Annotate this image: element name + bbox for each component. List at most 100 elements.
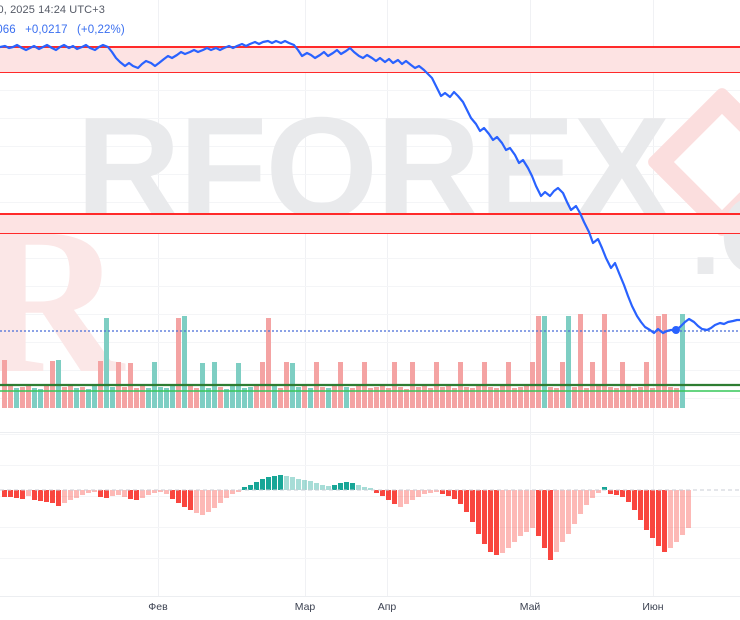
volume-bar bbox=[572, 387, 577, 408]
volume-bar bbox=[416, 387, 421, 408]
x-axis[interactable]: Фев Мар Апр Май Июн bbox=[0, 596, 740, 620]
volume-bar bbox=[146, 388, 151, 408]
macd-bar bbox=[38, 490, 43, 501]
price-end-marker[interactable] bbox=[672, 326, 680, 334]
macd-bar bbox=[212, 490, 217, 508]
macd-bar bbox=[20, 490, 25, 499]
macd-bar bbox=[194, 490, 199, 513]
macd-bar bbox=[578, 490, 583, 514]
volume-bar bbox=[188, 386, 193, 408]
macd-bar bbox=[254, 482, 259, 490]
macd-bar bbox=[278, 475, 283, 490]
volume-bar bbox=[536, 316, 541, 408]
macd-bar bbox=[230, 490, 235, 494]
macd-bar bbox=[506, 490, 511, 548]
volume-bar bbox=[320, 387, 325, 408]
volume-bar bbox=[110, 387, 115, 408]
resistance-zone-lower-upper-edge bbox=[0, 213, 740, 215]
macd-bar bbox=[434, 490, 439, 492]
macd-bar bbox=[92, 490, 97, 492]
x-axis-tick-Мар: Мар bbox=[294, 601, 316, 613]
horizontal-gridline-4 bbox=[0, 174, 740, 175]
macd-bar bbox=[416, 490, 421, 497]
macd-bar bbox=[554, 490, 559, 552]
horizontal-gridline-17 bbox=[0, 558, 740, 559]
volume-bar bbox=[404, 389, 409, 408]
macd-bar bbox=[224, 490, 229, 498]
macd-bar bbox=[344, 482, 349, 490]
change-absolute-value: +0,0217 bbox=[25, 24, 68, 36]
macd-bar bbox=[296, 479, 301, 490]
macd-bar bbox=[308, 481, 313, 490]
macd-bar bbox=[524, 490, 529, 532]
x-axis-tick-Июн: Июн bbox=[642, 601, 664, 613]
volume-bar bbox=[512, 388, 517, 408]
volume-bar bbox=[266, 318, 271, 408]
volume-bar bbox=[194, 388, 199, 408]
volume-bar bbox=[92, 386, 97, 408]
volume-bar bbox=[20, 387, 25, 408]
macd-bar bbox=[518, 490, 523, 536]
macd-bar bbox=[488, 490, 493, 552]
macd-bar bbox=[362, 487, 367, 490]
horizontal-gridline-5 bbox=[0, 202, 740, 203]
macd-bar bbox=[290, 477, 295, 490]
resistance-zone-upper-lower-edge bbox=[0, 71, 740, 73]
macd-bar bbox=[284, 476, 289, 490]
macd-bar bbox=[410, 490, 415, 500]
macd-bar bbox=[332, 485, 337, 490]
x-axis-tick-Фев: Фев bbox=[148, 601, 168, 613]
macd-bar bbox=[140, 490, 145, 498]
horizontal-gridline-10 bbox=[0, 342, 740, 343]
macd-bar bbox=[404, 490, 409, 504]
horizontal-gridline-1 bbox=[0, 90, 740, 91]
macd-bar bbox=[218, 490, 223, 503]
macd-bar bbox=[620, 490, 625, 497]
volume-bar bbox=[602, 314, 607, 408]
horizontal-gridline-14 bbox=[0, 465, 740, 466]
macd-bar bbox=[86, 490, 91, 493]
volume-bar bbox=[182, 316, 187, 408]
macd-bar bbox=[56, 490, 61, 506]
volume-bar bbox=[356, 386, 361, 408]
macd-bar bbox=[674, 490, 679, 542]
macd-bar bbox=[74, 490, 79, 498]
resistance-zone-upper[interactable] bbox=[0, 46, 740, 73]
macd-bar bbox=[680, 490, 685, 535]
macd-bar bbox=[638, 490, 643, 520]
macd-bar bbox=[326, 486, 331, 490]
macd-bar bbox=[368, 488, 373, 490]
macd-bar bbox=[152, 490, 157, 493]
volume-bar bbox=[218, 387, 223, 408]
volume-bar bbox=[164, 388, 169, 408]
resistance-zone-lower[interactable] bbox=[0, 213, 740, 234]
volume-bar bbox=[302, 386, 307, 408]
macd-bar bbox=[170, 490, 175, 499]
volume-bar bbox=[656, 316, 661, 408]
macd-bar bbox=[608, 490, 613, 494]
macd-bar bbox=[458, 490, 463, 504]
macd-bar bbox=[128, 490, 133, 499]
macd-bar bbox=[632, 490, 637, 510]
macd-bar bbox=[44, 490, 49, 502]
chart-header: н 10, 2025 14:24 UTC+3 9,9066 +0,0217 (+… bbox=[0, 0, 740, 38]
macd-bar bbox=[104, 490, 109, 498]
horizontal-gridline-7 bbox=[0, 258, 740, 259]
volume-bar bbox=[374, 387, 379, 408]
macd-bar bbox=[650, 490, 655, 538]
macd-bar bbox=[662, 490, 667, 552]
macd-bar bbox=[320, 485, 325, 490]
volume-bar bbox=[680, 314, 685, 408]
volume-bar bbox=[368, 388, 373, 408]
volume-bar bbox=[308, 388, 313, 408]
volume-bar bbox=[134, 388, 139, 408]
volume-bar bbox=[464, 387, 469, 408]
volume-bar bbox=[230, 386, 235, 408]
volume-bar bbox=[86, 389, 91, 408]
macd-bar bbox=[134, 490, 139, 500]
macd-bar bbox=[644, 490, 649, 530]
volume-bar bbox=[170, 386, 175, 408]
vertical-gridline-0 bbox=[158, 0, 159, 596]
macd-bar bbox=[176, 490, 181, 503]
volume-bar bbox=[632, 388, 637, 408]
